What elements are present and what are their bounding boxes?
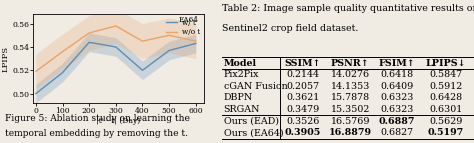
Text: 0.2144: 0.2144 [286, 70, 319, 79]
Text: 16.8879: 16.8879 [329, 128, 372, 137]
Text: 0.6323: 0.6323 [380, 105, 413, 114]
Text: Table 2: Image sample quality quantitative results on fMoW-: Table 2: Image sample quality quantitati… [222, 4, 474, 13]
Text: SRGAN: SRGAN [224, 105, 260, 114]
Text: 15.7878: 15.7878 [331, 94, 370, 102]
Text: 0.6418: 0.6418 [380, 70, 413, 79]
Text: 15.3502: 15.3502 [330, 105, 370, 114]
Text: 0.6323: 0.6323 [380, 94, 413, 102]
Text: 0.2057: 0.2057 [286, 82, 319, 91]
Text: 0.6409: 0.6409 [380, 82, 413, 91]
Text: 14.0276: 14.0276 [331, 70, 370, 79]
Text: 14.1353: 14.1353 [330, 82, 370, 91]
Text: 0.6428: 0.6428 [429, 94, 463, 102]
Text: 0.6827: 0.6827 [380, 128, 413, 137]
Text: cGAN Fusion: cGAN Fusion [224, 82, 287, 91]
Text: 0.5912: 0.5912 [429, 82, 463, 91]
Text: 0.5847: 0.5847 [429, 70, 463, 79]
Text: Ours (EAD): Ours (EAD) [224, 117, 279, 126]
Text: FSIM↑: FSIM↑ [378, 58, 415, 67]
Y-axis label: LPIPS: LPIPS [1, 46, 9, 72]
Text: 0.6301: 0.6301 [429, 105, 463, 114]
Text: temporal embedding by removing the t.: temporal embedding by removing the t. [5, 129, 188, 138]
Text: Model: Model [224, 58, 257, 67]
Text: 0.3479: 0.3479 [286, 105, 319, 114]
Legend: w/ t, w/o t: w/ t, w/o t [163, 16, 204, 39]
Text: 0.3526: 0.3526 [286, 117, 319, 126]
X-axis label: |t' - t| (Day): |t' - t| (Day) [96, 117, 141, 125]
Text: EA64: EA64 [179, 16, 199, 24]
Text: 0.3905: 0.3905 [285, 128, 321, 137]
Text: 0.5629: 0.5629 [429, 117, 463, 126]
Text: PSNR↑: PSNR↑ [331, 58, 370, 67]
Text: Sentinel2 crop field dataset.: Sentinel2 crop field dataset. [222, 24, 358, 33]
Text: 16.5769: 16.5769 [330, 117, 370, 126]
Text: Figure 5: Ablation study on learning the: Figure 5: Ablation study on learning the [5, 114, 190, 123]
Text: Ours (EA64): Ours (EA64) [224, 128, 283, 137]
Text: 0.6887: 0.6887 [378, 117, 415, 126]
Text: SSIM↑: SSIM↑ [284, 58, 321, 67]
Text: 0.3621: 0.3621 [286, 94, 319, 102]
Text: Pix2Pix: Pix2Pix [224, 70, 259, 79]
Text: DBPN: DBPN [224, 94, 253, 102]
Text: 0.5197: 0.5197 [428, 128, 464, 137]
Text: LPIPS↓: LPIPS↓ [426, 58, 466, 67]
